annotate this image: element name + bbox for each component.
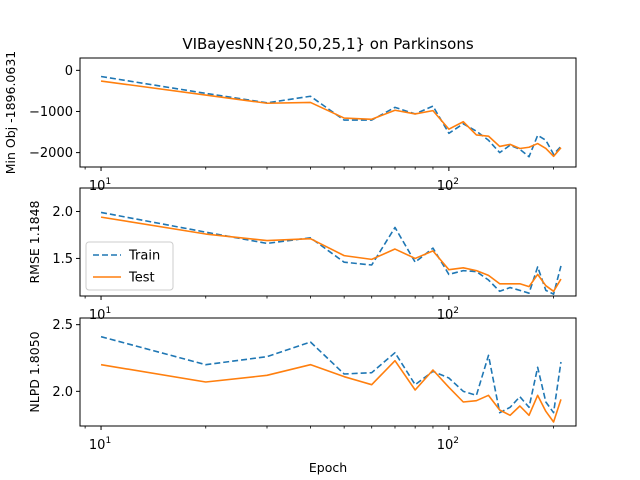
y-tick-label: 2.0 (52, 385, 73, 400)
x-tick-label: 102 (437, 177, 459, 194)
chart-title: VIBayesNN{20,50,25,1} on Parkinsons (182, 35, 474, 53)
legend: Train Test (85, 241, 174, 291)
series-line-test-panel-3 (100, 359, 562, 423)
panel-3: 2.5 2.0 101 102 NLPD 1.8050 (27, 317, 577, 453)
x-tick-label: 101 (89, 306, 111, 323)
y-axis-label-panel-2: RMSE 1.1848 (27, 200, 42, 283)
panel-1: 0 −1000 −2000 101 102 Min Obj -1896.0631 (3, 51, 577, 194)
y-tick-label: 2.5 (52, 318, 73, 333)
axes-frame (79, 317, 577, 427)
legend-box (85, 241, 174, 291)
axes-frame (79, 57, 577, 168)
series-line-train-panel-2 (100, 211, 562, 295)
y-tick-label: 0 (65, 64, 73, 79)
x-tick-label: 101 (89, 177, 111, 194)
series-line-test-panel-1 (100, 80, 562, 158)
y-tick-label: 2.0 (52, 205, 73, 220)
y-tick-label: 1.5 (52, 252, 73, 267)
series-line-train-panel-1 (100, 75, 562, 158)
x-tick-label: 102 (437, 306, 459, 323)
y-tick-label: −2000 (29, 146, 73, 161)
legend-label-test: Test (128, 271, 155, 286)
x-tick-label: 102 (437, 436, 459, 453)
y-tick-label: −1000 (29, 105, 73, 120)
series-line-test-panel-2 (100, 216, 562, 293)
x-axis-label: Epoch (309, 460, 347, 475)
y-axis-label-panel-3: NLPD 1.8050 (27, 331, 42, 412)
panel-2: 2.0 1.5 101 102 RMSE 1.1848 (27, 187, 577, 323)
panels-group: 0 −1000 −2000 101 102 Min Obj -1896.0631 2.0 1.… (3, 51, 577, 453)
series-line-train-panel-3 (100, 335, 562, 414)
legend-label-train: Train (128, 249, 160, 264)
axes-frame (79, 187, 577, 297)
x-tick-label: 101 (89, 436, 111, 453)
y-axis-label-panel-1: Min Obj -1896.0631 (3, 51, 18, 174)
